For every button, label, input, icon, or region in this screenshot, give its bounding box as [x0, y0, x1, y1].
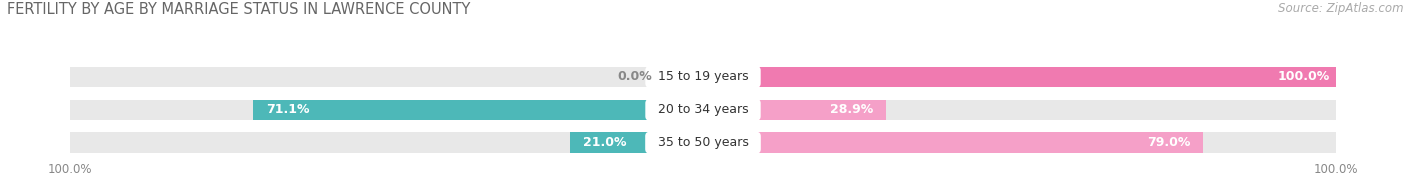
Bar — [70, 67, 703, 87]
Text: 71.1%: 71.1% — [266, 103, 309, 116]
Bar — [253, 100, 703, 120]
Bar — [703, 100, 1336, 120]
Bar — [70, 132, 703, 153]
Text: 21.0%: 21.0% — [583, 136, 626, 149]
Text: 15 to 19 years: 15 to 19 years — [650, 70, 756, 83]
Text: 0.0%: 0.0% — [617, 70, 652, 83]
Text: Source: ZipAtlas.com: Source: ZipAtlas.com — [1278, 2, 1403, 15]
Text: FERTILITY BY AGE BY MARRIAGE STATUS IN LAWRENCE COUNTY: FERTILITY BY AGE BY MARRIAGE STATUS IN L… — [7, 2, 471, 17]
Text: 100.0%: 100.0% — [1277, 70, 1330, 83]
Bar — [703, 132, 1336, 153]
Bar — [703, 67, 1336, 87]
Bar — [571, 132, 703, 153]
Bar — [703, 132, 1204, 153]
Bar — [70, 100, 703, 120]
Text: 79.0%: 79.0% — [1147, 136, 1191, 149]
Text: 35 to 50 years: 35 to 50 years — [650, 136, 756, 149]
Bar — [703, 67, 1336, 87]
Text: 28.9%: 28.9% — [830, 103, 873, 116]
Bar — [703, 100, 886, 120]
Text: 20 to 34 years: 20 to 34 years — [650, 103, 756, 116]
